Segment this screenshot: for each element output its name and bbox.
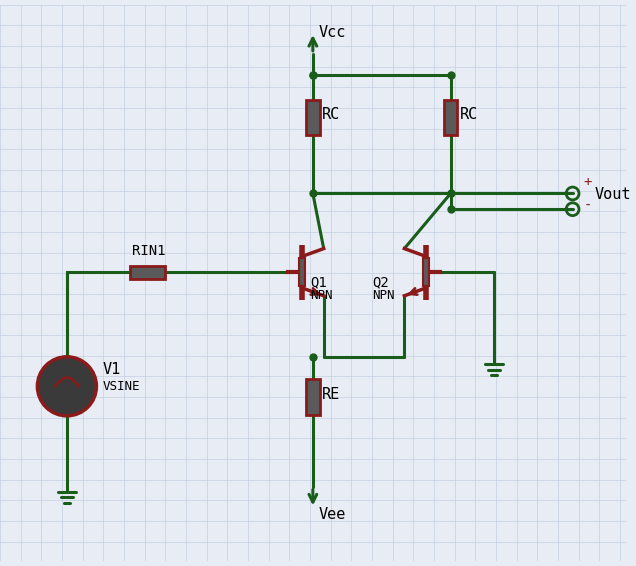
- Text: Q1: Q1: [310, 275, 327, 289]
- Bar: [130, 266, 165, 278]
- Circle shape: [38, 357, 97, 416]
- Bar: [422, 259, 429, 286]
- Text: VSINE: VSINE: [102, 380, 140, 393]
- Text: Vout: Vout: [594, 187, 631, 203]
- Text: NPN: NPN: [310, 289, 333, 302]
- Bar: [444, 100, 457, 135]
- Text: V1: V1: [102, 362, 121, 378]
- Text: RC: RC: [322, 108, 340, 122]
- Text: RE: RE: [322, 387, 340, 402]
- Bar: [306, 379, 320, 415]
- Text: Vee: Vee: [319, 507, 346, 522]
- Bar: [298, 259, 305, 286]
- Text: Q2: Q2: [372, 275, 389, 289]
- Bar: [306, 100, 320, 135]
- Text: NPN: NPN: [372, 289, 394, 302]
- Text: RC: RC: [459, 108, 478, 122]
- Text: +: +: [583, 174, 592, 188]
- Text: Vcc: Vcc: [319, 24, 346, 40]
- Text: -: -: [583, 199, 592, 213]
- Text: RIN1: RIN1: [132, 245, 165, 259]
